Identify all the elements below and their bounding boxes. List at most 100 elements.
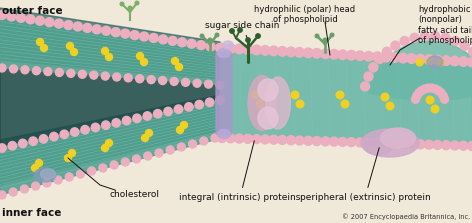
Circle shape [106, 54, 112, 60]
Circle shape [26, 15, 35, 24]
Circle shape [0, 144, 6, 152]
Circle shape [320, 49, 330, 59]
Circle shape [32, 182, 40, 190]
Circle shape [381, 52, 391, 62]
Circle shape [83, 23, 92, 32]
Circle shape [260, 46, 270, 55]
Text: © 2007 Encyclopaedia Britannica, Inc.: © 2007 Encyclopaedia Britannica, Inc. [342, 213, 470, 220]
Circle shape [8, 142, 17, 150]
Text: hydrophilic (polar) head
of phospholipid: hydrophilic (polar) head of phospholipid [254, 5, 355, 24]
Polygon shape [0, 68, 222, 148]
Circle shape [278, 135, 287, 145]
Circle shape [0, 10, 7, 19]
Ellipse shape [34, 168, 56, 182]
Ellipse shape [258, 107, 278, 129]
Circle shape [153, 109, 162, 118]
Circle shape [413, 92, 421, 100]
Circle shape [112, 119, 120, 127]
Circle shape [235, 44, 244, 54]
Circle shape [364, 52, 373, 61]
Circle shape [9, 65, 17, 73]
Circle shape [442, 141, 451, 150]
Circle shape [102, 26, 111, 35]
Circle shape [375, 54, 384, 64]
Circle shape [91, 123, 100, 132]
Circle shape [41, 45, 48, 52]
Circle shape [44, 68, 52, 76]
Circle shape [303, 136, 313, 145]
Polygon shape [220, 48, 472, 148]
Circle shape [433, 55, 442, 65]
Circle shape [216, 43, 225, 52]
Circle shape [346, 50, 356, 60]
Circle shape [36, 39, 43, 45]
Circle shape [459, 57, 468, 66]
Circle shape [400, 37, 409, 45]
Circle shape [177, 126, 184, 134]
Text: hydrophobic
(nonpolar)
fatty acid tail
of phospholipid: hydrophobic (nonpolar) fatty acid tail o… [418, 5, 472, 45]
Circle shape [159, 76, 167, 85]
Circle shape [189, 140, 196, 148]
Ellipse shape [218, 130, 230, 138]
Circle shape [390, 139, 399, 148]
Circle shape [381, 139, 390, 148]
Circle shape [329, 50, 339, 59]
Circle shape [295, 136, 304, 145]
Circle shape [39, 135, 48, 143]
Ellipse shape [258, 79, 278, 101]
Circle shape [243, 45, 253, 54]
Circle shape [144, 152, 152, 160]
Circle shape [195, 100, 203, 109]
Circle shape [101, 121, 110, 129]
Circle shape [177, 143, 185, 151]
Circle shape [164, 107, 172, 116]
Circle shape [410, 33, 419, 42]
Circle shape [441, 56, 451, 65]
Circle shape [420, 32, 430, 41]
Circle shape [60, 130, 68, 138]
Ellipse shape [361, 129, 419, 157]
Circle shape [235, 134, 244, 143]
Circle shape [398, 139, 407, 148]
Circle shape [21, 66, 29, 74]
Circle shape [252, 45, 261, 55]
Circle shape [99, 164, 107, 172]
Circle shape [101, 72, 109, 80]
Circle shape [226, 134, 235, 143]
Circle shape [226, 44, 236, 53]
Circle shape [424, 55, 434, 64]
Circle shape [145, 130, 152, 136]
Circle shape [135, 75, 143, 83]
Circle shape [45, 18, 54, 27]
Circle shape [372, 52, 382, 62]
Circle shape [467, 142, 472, 151]
Circle shape [382, 47, 391, 56]
Circle shape [200, 137, 208, 145]
Circle shape [312, 136, 321, 146]
Circle shape [121, 29, 130, 38]
Circle shape [440, 95, 448, 103]
Circle shape [450, 141, 459, 150]
Circle shape [439, 92, 447, 100]
Text: peripheral (extrinsic) protein: peripheral (extrinsic) protein [300, 148, 430, 202]
Circle shape [55, 68, 63, 76]
Circle shape [140, 32, 149, 41]
Ellipse shape [218, 48, 230, 58]
Circle shape [315, 34, 319, 38]
Circle shape [431, 85, 439, 93]
Circle shape [412, 95, 420, 103]
Circle shape [35, 159, 42, 167]
Circle shape [120, 2, 124, 6]
Circle shape [174, 105, 183, 113]
Circle shape [73, 22, 82, 31]
Circle shape [70, 48, 77, 56]
Circle shape [170, 77, 178, 85]
Circle shape [130, 31, 139, 40]
Circle shape [238, 28, 242, 32]
Ellipse shape [265, 77, 290, 129]
Circle shape [32, 165, 39, 171]
Circle shape [0, 64, 6, 72]
Circle shape [110, 161, 118, 169]
Circle shape [286, 47, 296, 57]
Circle shape [216, 81, 224, 89]
